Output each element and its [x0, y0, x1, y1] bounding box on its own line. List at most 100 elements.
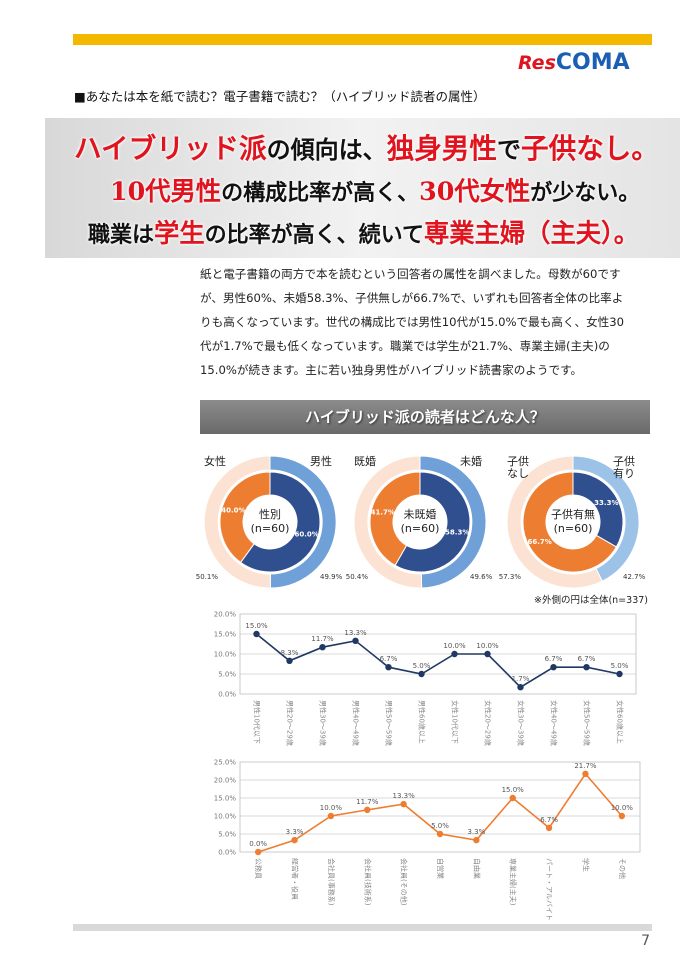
- headline-text: の比率が高く、続いて: [204, 222, 424, 248]
- x-tick-label: 学生: [581, 858, 590, 872]
- x-tick-label: 男性60歳以上: [418, 700, 427, 744]
- x-tick-label: その他: [618, 858, 627, 879]
- data-point: [582, 770, 589, 778]
- headline-text: で: [497, 135, 521, 164]
- section-title: ■あなたは本を紙で読む？電子書籍で読む？（ハイブリッド読者の属性）: [74, 89, 486, 104]
- value-label: 50.1%: [196, 573, 219, 581]
- value-label: 11.7%: [356, 798, 379, 806]
- y-tick-label: 10.0%: [214, 813, 237, 821]
- banner: ハイブリッド派の読者はどんな人？: [305, 408, 545, 426]
- data-point: [253, 630, 260, 638]
- value-label: 1.7%: [512, 675, 530, 683]
- inner-slice: [219, 471, 271, 564]
- inner-slice: [394, 471, 471, 573]
- body-text: 紙と電子書籍の両方で本を読むという回答者の属性を調べました。母数が60ですが、男…: [200, 267, 625, 377]
- data-point: [473, 836, 480, 844]
- value-label: 5.0%: [611, 662, 629, 670]
- category-label: 男性: [310, 455, 332, 468]
- x-tick-label: 女性10代以下: [451, 700, 460, 744]
- x-tick-label: 女性20～29歳: [484, 700, 493, 746]
- note: ※外側の円は全体(n=337): [534, 595, 648, 606]
- x-tick-label: パート・アルバイト: [545, 858, 553, 921]
- headline-emphasis: 子供なし。: [521, 132, 659, 165]
- value-label: 6.7%: [545, 655, 563, 663]
- value-label: 10.0%: [443, 642, 466, 650]
- inner-slice: [369, 471, 421, 567]
- banner-box: [200, 400, 650, 434]
- y-tick-label: 20.0%: [214, 611, 237, 619]
- y-tick-label: 5.0%: [218, 671, 236, 679]
- headline-background: [45, 118, 680, 258]
- category-label: 既婚: [354, 455, 376, 468]
- value-label: 15.0%: [245, 622, 268, 630]
- x-tick-label: 男性50～59歳: [385, 700, 394, 746]
- x-tick-label: 女性40～49歳: [550, 700, 559, 746]
- value-label: 5.0%: [431, 822, 449, 830]
- x-tick-label: 男性10代以下: [253, 700, 262, 744]
- value-label: 0.0%: [249, 840, 267, 848]
- x-tick-label: 自営業: [436, 858, 445, 879]
- value-label: 13.3%: [344, 629, 367, 637]
- headline-emphasis: 10代男性: [110, 176, 222, 206]
- data-point: [550, 664, 557, 671]
- data-point: [286, 657, 293, 664]
- headline-emphasis: ハイブリッド派: [74, 132, 267, 165]
- headline-text: 職業は: [88, 222, 155, 248]
- center-label: 子供有無 (n=60): [551, 508, 595, 535]
- value-label: 10.0%: [320, 804, 343, 812]
- data-point: [352, 637, 359, 644]
- y-tick-label: 15.0%: [214, 631, 237, 639]
- x-tick-label: 女性30～39歳: [517, 700, 526, 746]
- value-label: 57.3%: [499, 573, 522, 581]
- inner-slice: [522, 471, 618, 573]
- x-tick-label: 男性20～29歳: [286, 700, 295, 746]
- outer-slice: [203, 455, 271, 589]
- x-tick-label: 男性40～49歳: [352, 700, 361, 746]
- value-label: 50.4%: [346, 573, 369, 581]
- headline-text: が少ない。: [530, 180, 641, 206]
- x-tick-label: 公務員: [254, 858, 263, 879]
- x-tick-label: 女性50～59歳: [583, 700, 592, 746]
- value-label: 66.7%: [528, 538, 552, 546]
- x-tick-label: 会社員(事務系): [327, 858, 336, 906]
- value-label: 21.7%: [574, 762, 597, 770]
- value-label: 58.3%: [445, 528, 469, 536]
- data-point: [545, 824, 553, 832]
- y-tick-label: 5.0%: [218, 831, 236, 839]
- value-label: 13.3%: [393, 792, 416, 800]
- data-point: [451, 650, 458, 658]
- logo-res: Res: [518, 52, 556, 74]
- x-tick-label: 専業主婦(主夫): [509, 858, 518, 906]
- top-bar: [73, 34, 652, 45]
- bottom-bar: [73, 924, 652, 931]
- data-point: [291, 836, 298, 844]
- center-label: 未既婚 (n=60): [400, 508, 440, 535]
- y-tick-label: 10.0%: [214, 651, 237, 659]
- inner-slice: [239, 471, 321, 573]
- headline-text: の傾向は、: [266, 135, 387, 164]
- logo-coma: COMA: [555, 50, 630, 75]
- headline-text: の構成比率が高く、: [221, 180, 420, 206]
- center-label: 性別 (n=60): [250, 508, 290, 535]
- data-point: [618, 812, 626, 820]
- category-label: 未婚: [460, 455, 482, 468]
- value-label: 6.7%: [380, 655, 398, 663]
- outer-slice: [506, 455, 603, 589]
- x-tick-label: 経営者・役員: [291, 858, 300, 900]
- value-label: 10.0%: [611, 804, 634, 812]
- data-point: [509, 794, 516, 802]
- headline-line: ハイブリッド派の傾向は、独身男性で子供なし。: [74, 126, 659, 166]
- value-label: 15.0%: [502, 786, 525, 794]
- plot-frame: [239, 761, 641, 853]
- x-tick-label: 自由業: [472, 858, 481, 879]
- data-point: [583, 664, 590, 671]
- outer-slice: [353, 455, 423, 589]
- data-point: [327, 812, 335, 820]
- data-point: [319, 644, 326, 651]
- x-tick-label: 会社員(その他): [400, 858, 409, 906]
- data-line: [257, 772, 623, 853]
- data-point: [436, 830, 444, 838]
- headline-emphasis: 専業主婦（主夫）。: [423, 218, 639, 248]
- value-label: 49.9%: [320, 573, 343, 581]
- y-tick-label: 0.0%: [218, 849, 236, 857]
